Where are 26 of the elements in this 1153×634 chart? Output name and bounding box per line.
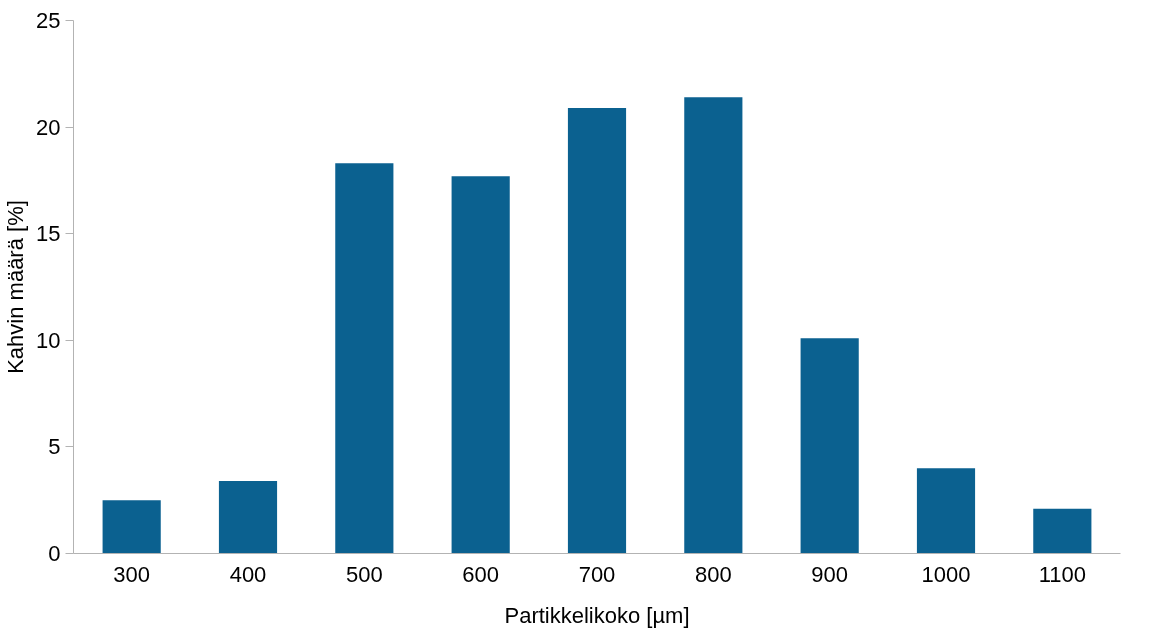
x-tick-label: 600 — [462, 561, 500, 587]
bar — [684, 97, 743, 554]
bar — [567, 107, 627, 554]
x-tick-label: 1000 — [921, 561, 971, 587]
y-tick-label: 15 — [36, 221, 61, 247]
x-tick-label: 300 — [113, 561, 151, 587]
y-tick-label: 5 — [48, 434, 61, 460]
y-tick-label: 25 — [36, 8, 61, 33]
bar — [102, 500, 161, 554]
y-tick-label: 0 — [48, 541, 61, 566]
x-axis-title: Partikkelikoko [µm] — [504, 602, 690, 628]
x-tick-label: 700 — [578, 561, 616, 587]
x-tick-label: 900 — [811, 561, 849, 587]
x-tick-label: 500 — [345, 561, 383, 587]
y-axis-title: Kahvin määrä [%] — [3, 200, 29, 374]
bar — [916, 468, 976, 554]
bar — [800, 338, 859, 554]
y-tick-label: 10 — [36, 327, 61, 353]
x-tick-label: 1100 — [1038, 561, 1086, 587]
x-tick-label: 400 — [229, 561, 267, 587]
bar — [451, 176, 510, 554]
bar — [218, 481, 278, 554]
y-tick-label: 20 — [36, 114, 61, 140]
bar — [1033, 508, 1092, 554]
bar — [335, 163, 394, 554]
x-tick-label: 800 — [694, 561, 732, 587]
